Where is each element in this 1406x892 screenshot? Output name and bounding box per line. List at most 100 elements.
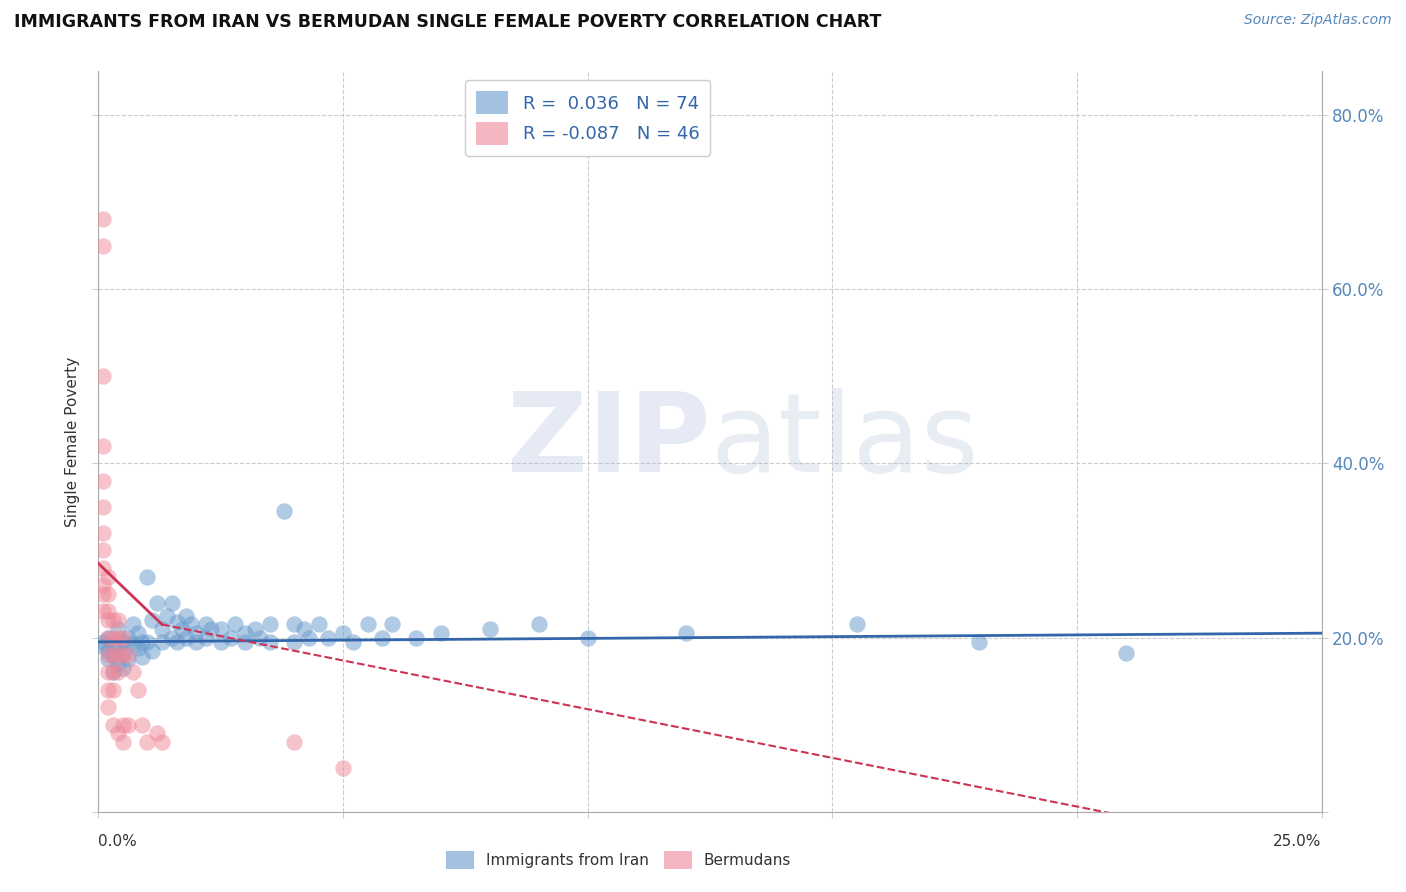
Point: [273, 504, 295, 518]
Point: [101, 613, 124, 627]
Point: [186, 626, 208, 640]
Point: [107, 657, 129, 671]
Point: [576, 631, 599, 645]
Point: [97, 569, 120, 583]
Point: [146, 726, 169, 740]
Point: [675, 626, 697, 640]
Point: [259, 635, 281, 649]
Point: [381, 617, 404, 632]
Point: [121, 638, 143, 652]
Point: [111, 717, 134, 731]
Point: [91, 543, 114, 558]
Text: IMMIGRANTS FROM IRAN VS BERMUDAN SINGLE FEMALE POVERTY CORRELATION CHART: IMMIGRANTS FROM IRAN VS BERMUDAN SINGLE …: [14, 13, 882, 31]
Point: [127, 682, 149, 697]
Point: [131, 635, 153, 649]
Point: [195, 617, 218, 632]
Point: [156, 608, 179, 623]
Point: [371, 631, 394, 645]
Point: [298, 631, 321, 645]
Point: [180, 617, 202, 632]
Point: [101, 665, 124, 680]
Point: [107, 726, 129, 740]
Point: [243, 622, 266, 636]
Point: [176, 631, 198, 645]
Point: [117, 717, 139, 731]
Point: [101, 648, 124, 662]
Point: [166, 615, 188, 629]
Point: [176, 608, 198, 623]
Point: [478, 622, 501, 636]
Point: [91, 526, 114, 541]
Point: [97, 648, 120, 662]
Point: [97, 665, 120, 680]
Point: [97, 631, 120, 645]
Point: [91, 604, 114, 618]
Point: [209, 635, 232, 649]
Point: [107, 665, 129, 680]
Point: [97, 652, 120, 666]
Point: [332, 626, 354, 640]
Point: [97, 604, 120, 618]
Point: [249, 631, 271, 645]
Point: [111, 635, 134, 649]
Point: [136, 569, 159, 583]
Point: [259, 617, 281, 632]
Point: [209, 622, 232, 636]
Point: [101, 665, 124, 680]
Point: [308, 617, 330, 632]
Point: [150, 735, 173, 749]
Point: [219, 631, 242, 645]
Point: [97, 613, 120, 627]
Point: [107, 622, 129, 636]
Point: [356, 617, 378, 632]
Point: [131, 717, 153, 731]
Point: [101, 682, 124, 697]
Point: [91, 500, 114, 514]
Point: [195, 631, 218, 645]
Point: [97, 631, 120, 645]
Point: [111, 631, 134, 645]
Point: [527, 617, 550, 632]
Point: [405, 631, 427, 645]
Point: [283, 735, 305, 749]
Point: [91, 635, 114, 649]
Point: [131, 649, 153, 664]
Point: [121, 665, 143, 680]
Point: [91, 578, 114, 592]
Point: [127, 626, 149, 640]
Point: [166, 635, 188, 649]
Text: 25.0%: 25.0%: [1274, 834, 1322, 849]
Text: ZIP: ZIP: [506, 388, 710, 495]
Point: [332, 761, 354, 775]
Point: [170, 622, 193, 636]
Point: [283, 617, 305, 632]
Point: [91, 369, 114, 384]
Point: [97, 682, 120, 697]
Legend: R =  0.036   N = 74, R = -0.087   N = 46: R = 0.036 N = 74, R = -0.087 N = 46: [465, 80, 710, 156]
Point: [146, 596, 169, 610]
Point: [283, 635, 305, 649]
Point: [107, 631, 129, 645]
Text: 0.0%: 0.0%: [98, 834, 138, 849]
Point: [97, 587, 120, 601]
Point: [121, 617, 143, 632]
Point: [200, 622, 222, 636]
Text: atlas: atlas: [710, 388, 979, 495]
Point: [160, 596, 183, 610]
Point: [97, 643, 120, 657]
Point: [186, 635, 208, 649]
Point: [91, 587, 114, 601]
Point: [91, 474, 114, 488]
Point: [91, 561, 114, 575]
Point: [967, 635, 990, 649]
Point: [117, 652, 139, 666]
Point: [430, 626, 453, 640]
Point: [91, 212, 114, 227]
Point: [141, 643, 163, 657]
Text: Source: ZipAtlas.com: Source: ZipAtlas.com: [1244, 13, 1392, 28]
Point: [1115, 646, 1137, 660]
Point: [91, 439, 114, 453]
Point: [233, 635, 256, 649]
Point: [101, 631, 124, 645]
Point: [318, 631, 340, 645]
